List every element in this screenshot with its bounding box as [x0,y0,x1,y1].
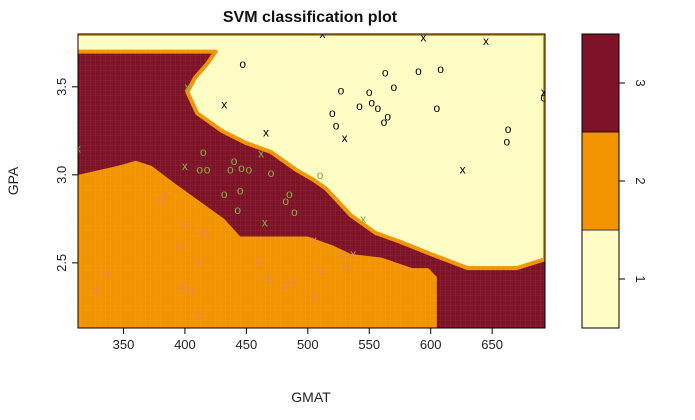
data-point-class-3: x [360,212,366,226]
data-point-class-2: o [344,259,351,273]
data-point-class-1: o [505,122,512,136]
x-axis: 350 400 450 500 550 600 650 [113,327,503,352]
data-point-class-2: o [104,266,111,280]
x-axis-label: GMAT [291,389,331,405]
data-point-class-1: o [415,64,422,78]
data-point-class-2: o [317,263,324,277]
data-point-class-1: o [382,66,389,80]
data-point-class-1: o [338,83,345,97]
data-point-class-1: o [239,57,246,71]
data-point-class-1: o [437,62,444,76]
data-point-class-3: x [262,215,268,229]
data-point-class-2: x [311,233,317,247]
y-tick-label: 3.5 [54,78,69,96]
data-point-class-2: x [204,226,210,240]
data-point-class-3: o [200,145,207,159]
data-point-class-1: o [356,99,363,113]
data-point-class-3: o [234,203,241,217]
data-point-class-2: x [161,187,167,201]
data-point-class-2: o [196,254,203,268]
data-point-class-2: o [282,279,289,293]
data-point-class-2: o [179,281,186,295]
legend-swatch-1 [581,229,620,329]
data-point-class-2: o [339,247,346,261]
data-point-class-1: o [329,106,336,120]
data-point-class-3: o [286,187,293,201]
x-tick-label: 350 [113,337,135,352]
data-point-class-3: o [196,163,203,177]
data-point-class-2: o [255,254,262,268]
data-point-class-1: o [333,119,340,133]
x-tick-label: 450 [236,337,258,352]
y-axis: 2.5 3.0 3.5 [54,78,79,272]
data-point-class-2: o [290,273,297,287]
data-point-class-2: o [195,309,202,323]
data-point-class-3: o [231,154,238,168]
data-point-class-3: o [204,163,211,177]
data-point-class-3: o [237,184,244,198]
data-point-class-2: o [198,224,205,238]
data-point-class-3: o [268,166,275,180]
data-point-class-1: o [375,101,382,115]
data-point-class-1: x [420,31,426,45]
x-tick-label: 600 [420,337,442,352]
data-point-class-1: o [384,110,391,124]
data-point-class-2: x [311,289,317,303]
legend-swatch-2 [581,131,620,231]
chart-title: SVM classification plot [223,9,398,26]
legend-label-2: 2 [633,177,648,184]
x-tick-label: 550 [358,337,380,352]
x-tick-label: 650 [481,337,503,352]
data-point-class-3: o [317,168,324,182]
data-point-class-3: o [282,194,289,208]
data-point-class-1: o [390,80,397,94]
legend-label-3: 3 [633,79,648,86]
data-point-class-3: o [227,163,234,177]
data-point-class-1: o [366,85,373,99]
data-point-class-1: x [483,34,489,48]
data-point-class-1: o [434,101,441,115]
data-point-class-1: o [368,96,375,110]
data-point-class-1: x [263,126,269,140]
data-point-class-2: o [177,238,184,252]
x-tick-label: 400 [174,337,196,352]
data-points: xxooxoooooooxooooxxoooxxxooooooooooxxooo… [75,27,547,323]
data-point-class-1: x [460,163,466,177]
data-point-class-1: x [342,131,348,145]
data-point-class-3: o [291,205,298,219]
data-point-class-3: o [221,187,228,201]
data-point-class-1: x [541,85,547,99]
legend-swatch-3 [581,33,620,133]
data-point-class-3: o [238,161,245,175]
y-tick-label: 2.5 [54,254,69,272]
plot-area: xxooxoooooooxooooxxoooxxxooooooooooxxooo… [75,27,547,328]
data-point-class-2: x [350,247,356,261]
x-tick-label: 500 [297,337,319,352]
data-point-class-1: o [381,115,388,129]
region-grid-texture [78,34,545,328]
data-point-class-2: o [188,282,195,296]
data-point-class-3: x [75,141,81,155]
y-tick-label: 3.0 [54,166,69,184]
data-point-class-1: x [221,97,227,111]
data-point-class-1: o [540,90,547,104]
data-point-class-2: o [157,194,164,208]
data-point-class-3: x [258,147,264,161]
data-point-class-2: x [93,282,99,296]
data-point-class-2: o [265,272,272,286]
data-point-class-3: x [184,80,190,94]
class-legend: 1 2 3 [581,33,648,329]
data-point-class-3: o [245,163,252,177]
data-point-class-3: x [182,159,188,173]
y-axis-label: GPA [5,166,21,195]
data-point-class-1: o [504,134,511,148]
data-point-class-1: x [320,27,326,41]
data-point-class-2: o [182,217,189,231]
legend-label-1: 1 [633,275,648,282]
